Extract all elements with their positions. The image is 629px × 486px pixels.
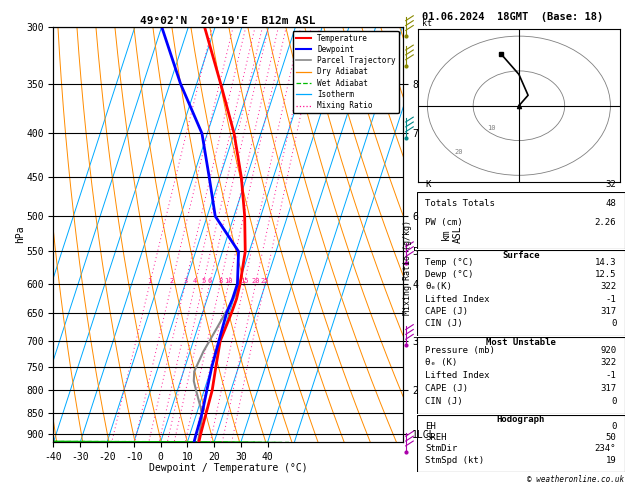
Text: Totals Totals: Totals Totals <box>425 199 495 208</box>
Text: 2: 2 <box>170 278 174 284</box>
Text: 920: 920 <box>600 346 616 355</box>
Text: 10: 10 <box>487 125 496 131</box>
Text: 0: 0 <box>611 319 616 329</box>
Text: CIN (J): CIN (J) <box>425 319 463 329</box>
Text: EH: EH <box>425 421 436 431</box>
Text: CAPE (J): CAPE (J) <box>425 307 469 316</box>
Y-axis label: km
ASL: km ASL <box>442 226 463 243</box>
Text: 19: 19 <box>606 456 616 465</box>
Y-axis label: hPa: hPa <box>14 226 25 243</box>
Text: 4: 4 <box>193 278 198 284</box>
Text: Lifted Index: Lifted Index <box>425 371 490 380</box>
Text: 01.06.2024  18GMT  (Base: 18): 01.06.2024 18GMT (Base: 18) <box>422 12 603 22</box>
Text: 0: 0 <box>611 397 616 406</box>
Text: 1: 1 <box>148 278 152 284</box>
Text: 48: 48 <box>606 199 616 208</box>
Text: © weatheronline.co.uk: © weatheronline.co.uk <box>527 474 624 484</box>
Text: PW (cm): PW (cm) <box>425 218 463 227</box>
Text: Lifted Index: Lifted Index <box>425 295 490 304</box>
X-axis label: Dewpoint / Temperature (°C): Dewpoint / Temperature (°C) <box>148 463 308 473</box>
Text: Hodograph: Hodograph <box>497 415 545 424</box>
Text: 8: 8 <box>218 278 222 284</box>
Text: CIN (J): CIN (J) <box>425 397 463 406</box>
Text: 20: 20 <box>455 149 464 156</box>
Text: 2.26: 2.26 <box>595 218 616 227</box>
Text: 234°: 234° <box>595 445 616 453</box>
Text: Most Unstable: Most Unstable <box>486 338 556 347</box>
Title: 49°02'N  20°19'E  B12m ASL: 49°02'N 20°19'E B12m ASL <box>140 16 316 26</box>
Text: 25: 25 <box>260 278 269 284</box>
Text: 50: 50 <box>606 433 616 442</box>
Text: 10: 10 <box>225 278 233 284</box>
Text: 12.5: 12.5 <box>595 270 616 279</box>
Text: Temp (°C): Temp (°C) <box>425 258 474 267</box>
Text: θₑ (K): θₑ (K) <box>425 358 457 367</box>
Text: SREH: SREH <box>425 433 447 442</box>
Text: -1: -1 <box>606 371 616 380</box>
Text: Mixing Ratio (g/kg): Mixing Ratio (g/kg) <box>403 220 412 315</box>
Text: 322: 322 <box>600 358 616 367</box>
Text: K: K <box>425 180 431 189</box>
Text: 20: 20 <box>252 278 260 284</box>
Text: -1: -1 <box>606 295 616 304</box>
Text: Surface: Surface <box>502 251 540 260</box>
Text: StmDir: StmDir <box>425 445 457 453</box>
Text: 0: 0 <box>611 421 616 431</box>
Text: 32: 32 <box>606 180 616 189</box>
Text: 322: 322 <box>600 282 616 292</box>
Text: 14.3: 14.3 <box>595 258 616 267</box>
Text: StmSpd (kt): StmSpd (kt) <box>425 456 484 465</box>
Text: CAPE (J): CAPE (J) <box>425 384 469 393</box>
Text: Dewp (°C): Dewp (°C) <box>425 270 474 279</box>
Text: 317: 317 <box>600 307 616 316</box>
Text: 3: 3 <box>183 278 187 284</box>
Text: 6: 6 <box>208 278 212 284</box>
Text: kt: kt <box>422 18 432 28</box>
Text: θₑ(K): θₑ(K) <box>425 282 452 292</box>
Text: Pressure (mb): Pressure (mb) <box>425 346 495 355</box>
Legend: Temperature, Dewpoint, Parcel Trajectory, Dry Adiabat, Wet Adiabat, Isotherm, Mi: Temperature, Dewpoint, Parcel Trajectory… <box>292 31 399 113</box>
Text: 5: 5 <box>201 278 205 284</box>
Text: 15: 15 <box>240 278 248 284</box>
Text: 317: 317 <box>600 384 616 393</box>
